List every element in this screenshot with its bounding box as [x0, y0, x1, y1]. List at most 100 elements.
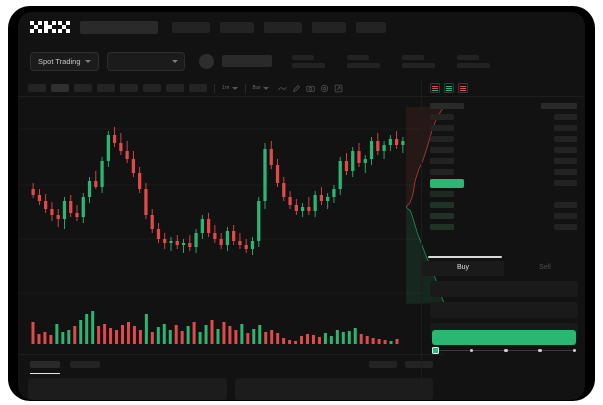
slider-track[interactable]	[432, 347, 576, 354]
trade-panel: Buy Sell	[422, 256, 585, 354]
bid-price	[430, 224, 454, 230]
tab-sell[interactable]: Sell	[539, 264, 551, 271]
orderbook-ask-row[interactable]	[430, 113, 577, 121]
nav-item-5[interactable]	[356, 21, 386, 33]
timeframe-3[interactable]	[74, 84, 92, 92]
timeframe-8[interactable]	[189, 84, 207, 92]
ask-price	[430, 114, 454, 120]
orderbook-ask-row[interactable]	[430, 124, 577, 132]
buy-sell-tabs: Buy Sell	[422, 261, 585, 276]
stat-volume-value	[456, 62, 490, 68]
draw-pencil-icon[interactable]	[292, 84, 301, 93]
bid-price	[430, 191, 454, 197]
buy-tab-indicator	[428, 256, 502, 258]
nav-item-2[interactable]	[220, 21, 254, 33]
spot-trading-label: Spot Trading	[38, 56, 81, 66]
stat-change-label	[291, 54, 314, 60]
orderbook-ask-row[interactable]	[430, 135, 577, 143]
orderbook-bid-row[interactable]	[430, 190, 577, 198]
chart-toolbar: 1m Bar	[18, 80, 421, 97]
ask-price	[430, 158, 454, 164]
slider-step-100[interactable]	[572, 348, 576, 353]
stat-low-value	[401, 62, 435, 68]
timeframe-7[interactable]	[166, 84, 184, 92]
indicators-icon[interactable]	[278, 84, 287, 93]
charttype-label: Bar	[252, 85, 262, 91]
nav-item-1[interactable]	[172, 21, 210, 33]
stat-high-value	[346, 62, 380, 68]
timeframe-4[interactable]	[97, 84, 115, 92]
timeframe-6[interactable]	[143, 84, 161, 92]
orderbook-body[interactable]	[422, 97, 585, 231]
chevron-down-icon	[84, 59, 91, 63]
orderbook-column-headers	[430, 102, 577, 110]
interval-label: 1m	[222, 85, 230, 91]
slider-step-25[interactable]	[469, 348, 474, 353]
timeframe-2[interactable]	[51, 84, 69, 92]
fullscreen-icon[interactable]	[334, 84, 343, 93]
okx-logo[interactable]	[30, 21, 70, 33]
tab-buy[interactable]: Buy	[422, 261, 504, 276]
market-depth-chart	[406, 107, 444, 304]
both-icon[interactable]	[430, 83, 440, 93]
bottom-action-1[interactable]	[369, 361, 397, 368]
amount-slider[interactable]	[422, 344, 585, 354]
price-field[interactable]	[430, 281, 578, 297]
ask-size	[554, 147, 577, 153]
orderbook-bid-row[interactable]	[430, 212, 577, 220]
volume-histogram	[18, 304, 421, 352]
stat-change-value	[291, 62, 325, 68]
amount-field[interactable]	[430, 302, 578, 318]
slider-handle[interactable]	[432, 347, 439, 354]
slider-step-50[interactable]	[504, 348, 508, 353]
ask-size	[554, 158, 577, 164]
orderbook-bid-row[interactable]	[430, 201, 577, 209]
stat-low-label	[401, 54, 424, 60]
bids-only-icon[interactable]	[444, 83, 454, 93]
app-screen: Spot Trading	[18, 12, 585, 400]
timeframe-1[interactable]	[28, 84, 46, 92]
settings-gear-icon[interactable]	[320, 84, 329, 93]
camera-icon[interactable]	[306, 84, 315, 93]
ask-size	[554, 169, 577, 175]
nav-item-4[interactable]	[312, 21, 346, 33]
ask-price	[430, 125, 454, 131]
chevron-down-icon	[231, 86, 238, 90]
bid-price	[430, 213, 454, 219]
positions-panel[interactable]	[234, 378, 433, 400]
stat-change	[291, 54, 325, 68]
bid-size	[554, 202, 577, 208]
bottom-tab-order-history[interactable]	[70, 361, 100, 368]
nav-item-3[interactable]	[264, 21, 302, 33]
orderbook-header	[422, 80, 585, 97]
right-column: Buy Sell	[421, 80, 585, 400]
orderbook-last-price-row	[430, 178, 577, 188]
active-tab-underline	[30, 372, 60, 374]
submit-order-button[interactable]	[432, 330, 576, 345]
interval-dropdown[interactable]: 1m	[222, 85, 238, 91]
orders-panel[interactable]	[28, 378, 227, 400]
bottom-panels	[18, 378, 443, 400]
stat-volume-label	[456, 54, 479, 60]
nav-search-field[interactable]	[80, 20, 158, 34]
timeframe-5[interactable]	[120, 84, 138, 92]
ask-size	[554, 136, 577, 142]
slider-step-75[interactable]	[538, 348, 542, 353]
charttype-dropdown[interactable]: Bar	[253, 85, 270, 91]
asks-only-icon[interactable]	[458, 83, 468, 93]
bid-price	[430, 202, 454, 208]
orderbook-ask-row[interactable]	[430, 157, 577, 165]
trading-pair-select[interactable]	[106, 51, 185, 71]
orderbook-ask-row[interactable]	[430, 168, 577, 176]
spot-trading-dropdown[interactable]: Spot Trading	[30, 51, 99, 71]
market-subheader: Spot Trading	[18, 42, 585, 80]
stat-high	[346, 54, 380, 68]
candlestick-chart[interactable]	[18, 97, 421, 302]
bottom-tab-open-orders[interactable]	[30, 361, 60, 374]
chevron-down-icon	[171, 59, 178, 63]
orderbook-bid-row[interactable]	[430, 223, 577, 231]
orderbook-ask-row[interactable]	[430, 146, 577, 154]
ask-size	[554, 125, 577, 131]
bottom-action-2[interactable]	[405, 361, 433, 368]
